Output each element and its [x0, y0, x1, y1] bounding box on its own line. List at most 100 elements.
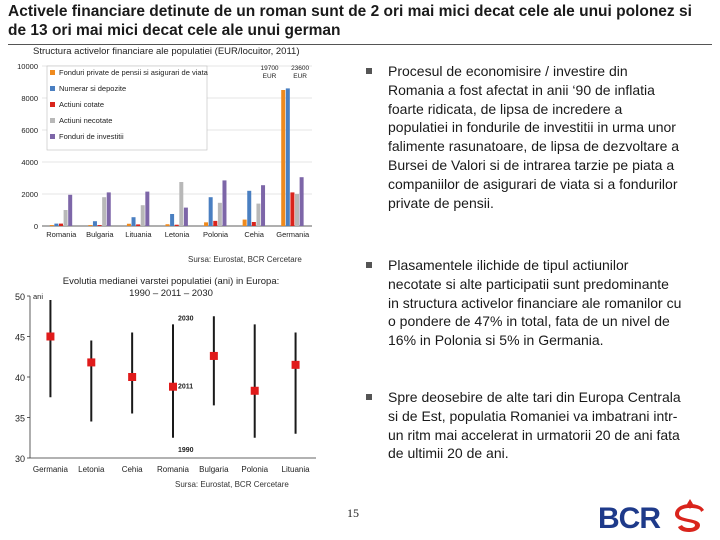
legend-swatch [50, 102, 55, 107]
y-tick-label: 4000 [21, 158, 38, 167]
bullet-item-3: Spre deosebire de alte tari din Europa C… [366, 388, 682, 463]
marker-2011 [128, 373, 137, 381]
bar [88, 225, 93, 226]
x-tick-label: Bulgaria [199, 465, 229, 474]
y-tick-label: 2000 [21, 190, 38, 199]
bar [49, 225, 54, 226]
x-tick-label: Germania [33, 465, 69, 474]
square-bullet-icon [366, 394, 372, 400]
marker-2011 [209, 351, 218, 360]
bar [165, 224, 170, 226]
bar [131, 217, 136, 226]
bullet-text-3: Spre deosebire de alte tari din Europa C… [388, 389, 681, 462]
bar [247, 190, 252, 226]
bar [242, 219, 247, 226]
x-tick-label: Polonia [203, 230, 229, 239]
bullet-text-1: Procesul de economisire / investire din … [388, 63, 680, 211]
legend-label: Actiuni necotate [59, 116, 112, 125]
bar [204, 222, 209, 226]
bar [58, 223, 63, 226]
x-tick-label: Cehia [122, 465, 143, 474]
bar [261, 185, 266, 226]
marker-2011 [46, 332, 55, 341]
x-tick-label: Letonia [78, 465, 105, 474]
bar [102, 197, 107, 226]
bullet-item-2: Plasamentele ilichide de tipul actiunilo… [366, 256, 682, 350]
bar [183, 207, 188, 226]
y-unit-label: ani [33, 292, 43, 301]
bar [217, 202, 222, 226]
bar [106, 192, 111, 226]
x-tick-label: Lituania [282, 465, 311, 474]
marker-2011 [87, 358, 96, 367]
chart2-title: Evolutia medianei varstei populatiei (an… [26, 276, 316, 300]
bar [174, 224, 179, 226]
legend-label: Actiuni cotate [59, 100, 104, 109]
y-tick-label: 6000 [21, 126, 38, 135]
y-tick-label: 0 [34, 222, 38, 231]
logo-text: BCR [598, 502, 661, 535]
bullet-text-2: Plasamentele ilichide de tipul actiunilo… [388, 257, 682, 349]
legend-swatch [50, 86, 55, 91]
bar [170, 214, 175, 226]
bar-annotation: 19700 [260, 65, 278, 72]
x-tick-label: Lituania [125, 230, 152, 239]
bar [290, 192, 295, 226]
bar [145, 191, 150, 226]
x-tick-label: Bulgaria [86, 230, 114, 239]
bcr-s-symbol-icon [675, 499, 704, 532]
bar [92, 221, 97, 226]
bar-annotation: EUR [293, 73, 307, 80]
bar [179, 182, 184, 226]
year-annotation: 1990 [178, 447, 194, 454]
bar [256, 203, 261, 226]
chart2-title-line1: Evolutia medianei varstei populatiei (an… [62, 276, 280, 287]
bar [54, 223, 59, 226]
year-annotation: 2011 [178, 384, 193, 391]
chart2-title-line2: 1990 – 2011 – 2030 [129, 288, 213, 299]
x-tick-label: Letonia [165, 230, 190, 239]
square-bullet-icon [366, 262, 372, 268]
bar [281, 90, 286, 226]
title-divider [8, 44, 712, 45]
y-tick-label: 8000 [21, 94, 38, 103]
marker-2011 [291, 360, 300, 369]
bar [208, 197, 213, 226]
y-tick-label: 40 [15, 373, 25, 383]
y-tick-label: 10000 [17, 62, 38, 71]
legend-swatch [50, 118, 55, 123]
slide-title: Activele financiare detinute de un roman… [8, 3, 692, 39]
y-tick-label: 30 [15, 454, 25, 464]
bar [213, 220, 218, 226]
square-bullet-icon [366, 68, 372, 74]
legend-label: Numerar si depozite [59, 84, 126, 93]
bar [140, 205, 145, 226]
page-number: 15 [347, 506, 359, 520]
legend-swatch [50, 134, 55, 139]
x-tick-label: Cehia [244, 230, 264, 239]
marker-2011 [250, 386, 259, 395]
x-tick-label: Germania [276, 230, 310, 239]
x-tick-label: Romania [157, 465, 190, 474]
year-annotation: 2030 [178, 315, 194, 322]
y-tick-label: 35 [15, 414, 25, 424]
bar-annotation: 23600 [291, 65, 309, 72]
legend-box [46, 65, 208, 151]
bar [136, 224, 141, 226]
bar [299, 177, 304, 226]
bar [126, 223, 131, 226]
bullet-item-1: Procesul de economisire / investire din … [366, 62, 682, 212]
marker-2011 [169, 382, 177, 391]
bar [285, 88, 290, 227]
legend-swatch [50, 70, 55, 75]
bar [97, 225, 102, 226]
chart2-source: Sursa: Eurostat, BCR Cercetare [175, 480, 289, 489]
chart1-title: Structura activelor financiare ale popul… [33, 46, 300, 57]
y-tick-label: 45 [15, 333, 25, 343]
x-tick-label: Polonia [241, 465, 268, 474]
bar [251, 222, 256, 226]
legend-label: Fonduri de investitii [59, 132, 124, 141]
bar [295, 194, 300, 226]
